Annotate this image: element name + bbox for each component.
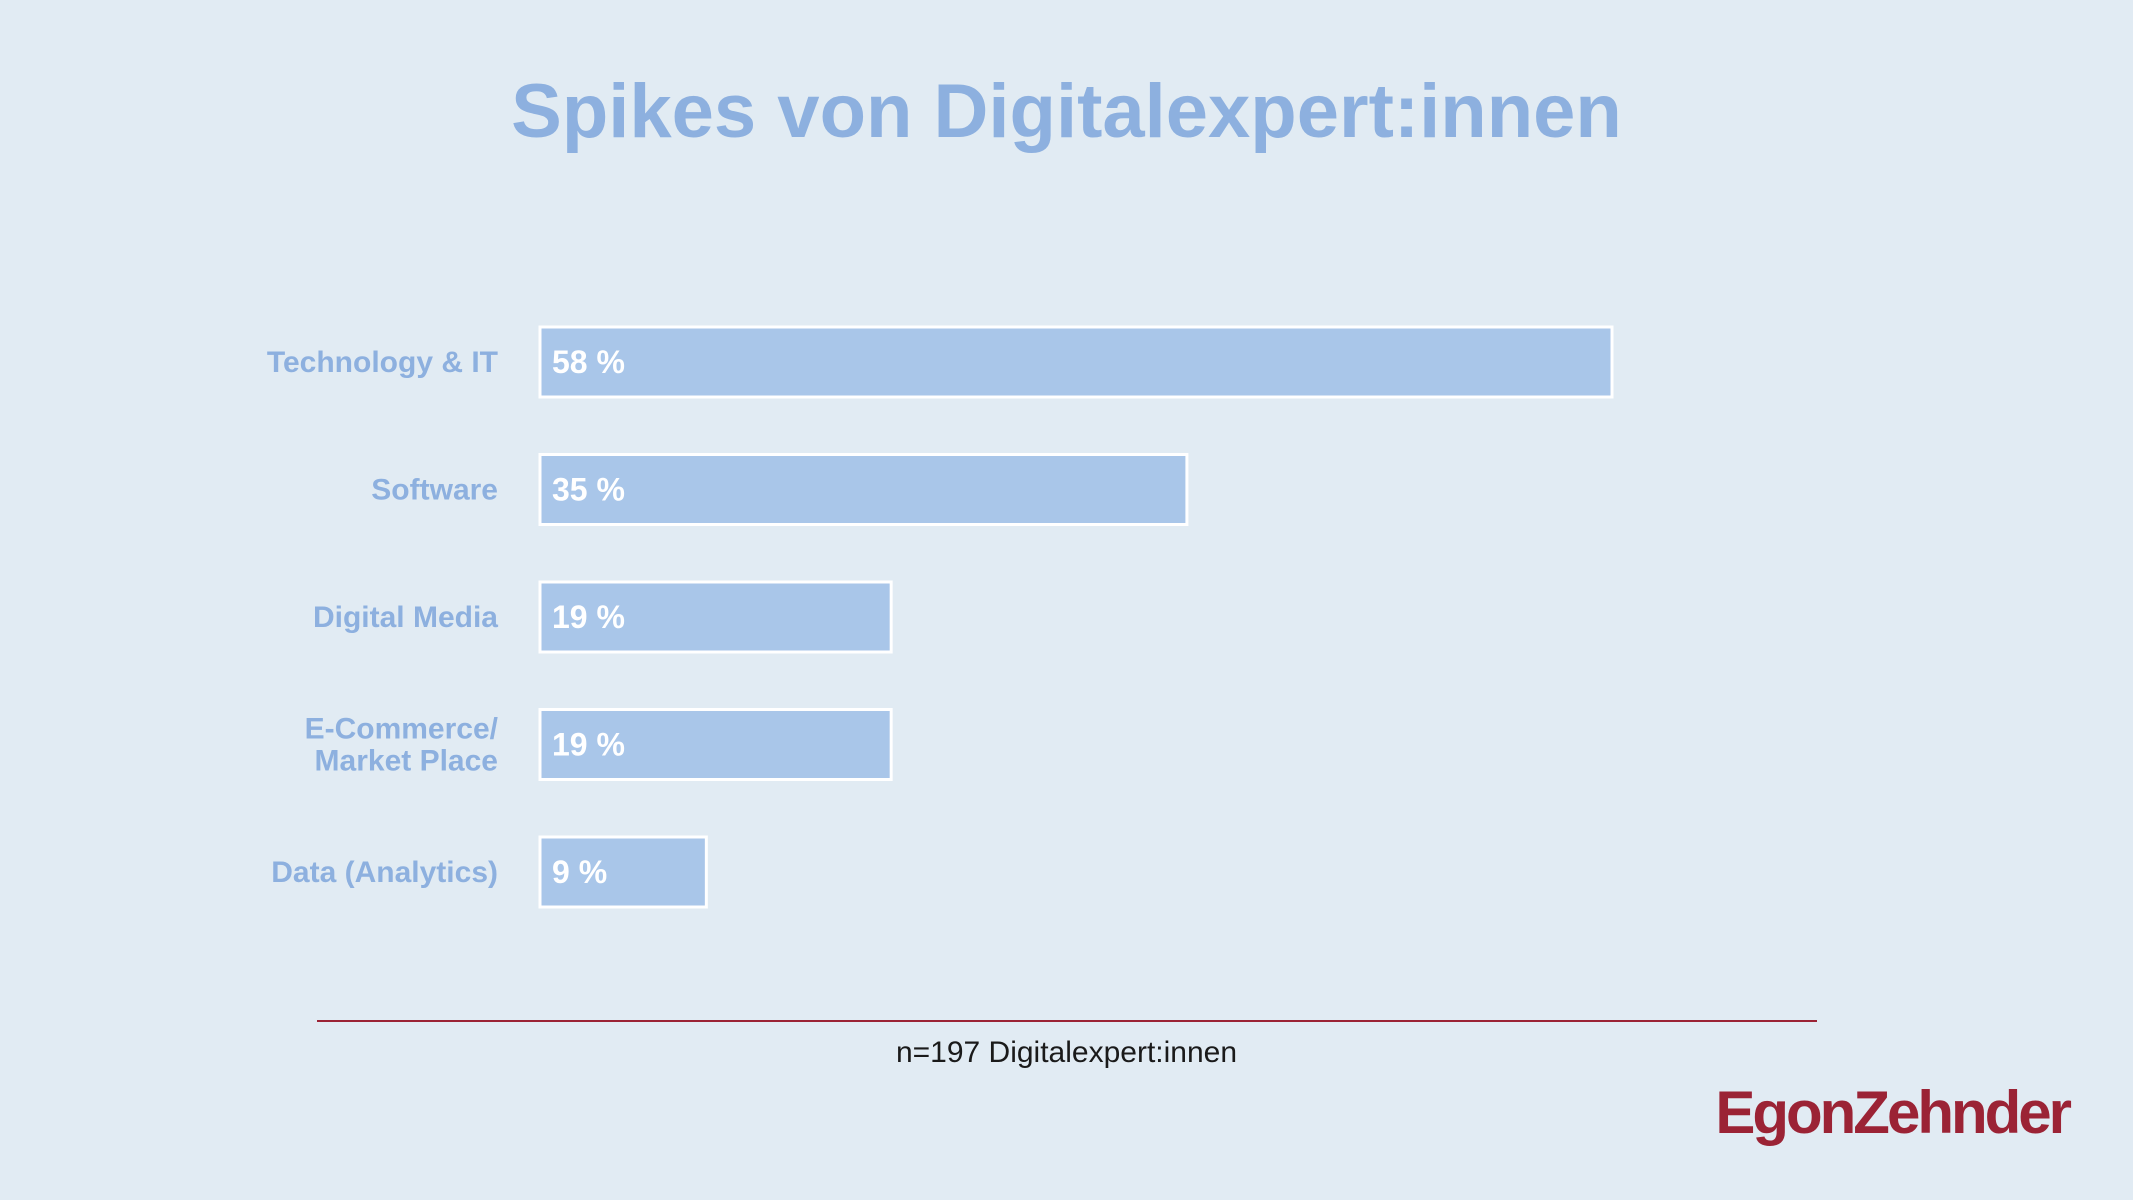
bar <box>538 708 893 781</box>
bar-value-label: 35 % <box>552 472 625 508</box>
egon-zehnder-logo: EgonZehnder <box>1715 1079 2072 1146</box>
category-label: Data (Analytics) <box>271 856 498 889</box>
bar-value-label: 58 % <box>552 344 625 380</box>
sample-size-note: n=197 Digitalexpert:innen <box>895 1036 1238 1069</box>
category-label: Market Place <box>315 745 498 778</box>
footer-divider <box>317 1020 1817 1022</box>
bar-value-label: 19 % <box>552 599 625 635</box>
category-label: Technology & IT <box>267 346 498 379</box>
category-label: E-Commerce/ <box>305 713 499 746</box>
chart-title: Spikes von Digitalexpert:innen <box>511 69 1622 154</box>
bar-value-label: 19 % <box>552 727 625 763</box>
bar <box>538 835 708 909</box>
category-label: Digital Media <box>313 601 498 634</box>
bar-chart: 58 % Technology & IT 35 % Software 19 % Digit… <box>267 325 1614 909</box>
bar <box>538 580 893 654</box>
bar-value-label: 9 % <box>552 854 607 890</box>
bars-group: 58 % Technology & IT 35 % Software 19 % Digit… <box>267 325 1614 909</box>
bar <box>538 453 1189 526</box>
category-label: Software <box>371 474 498 507</box>
bar <box>538 325 1614 399</box>
